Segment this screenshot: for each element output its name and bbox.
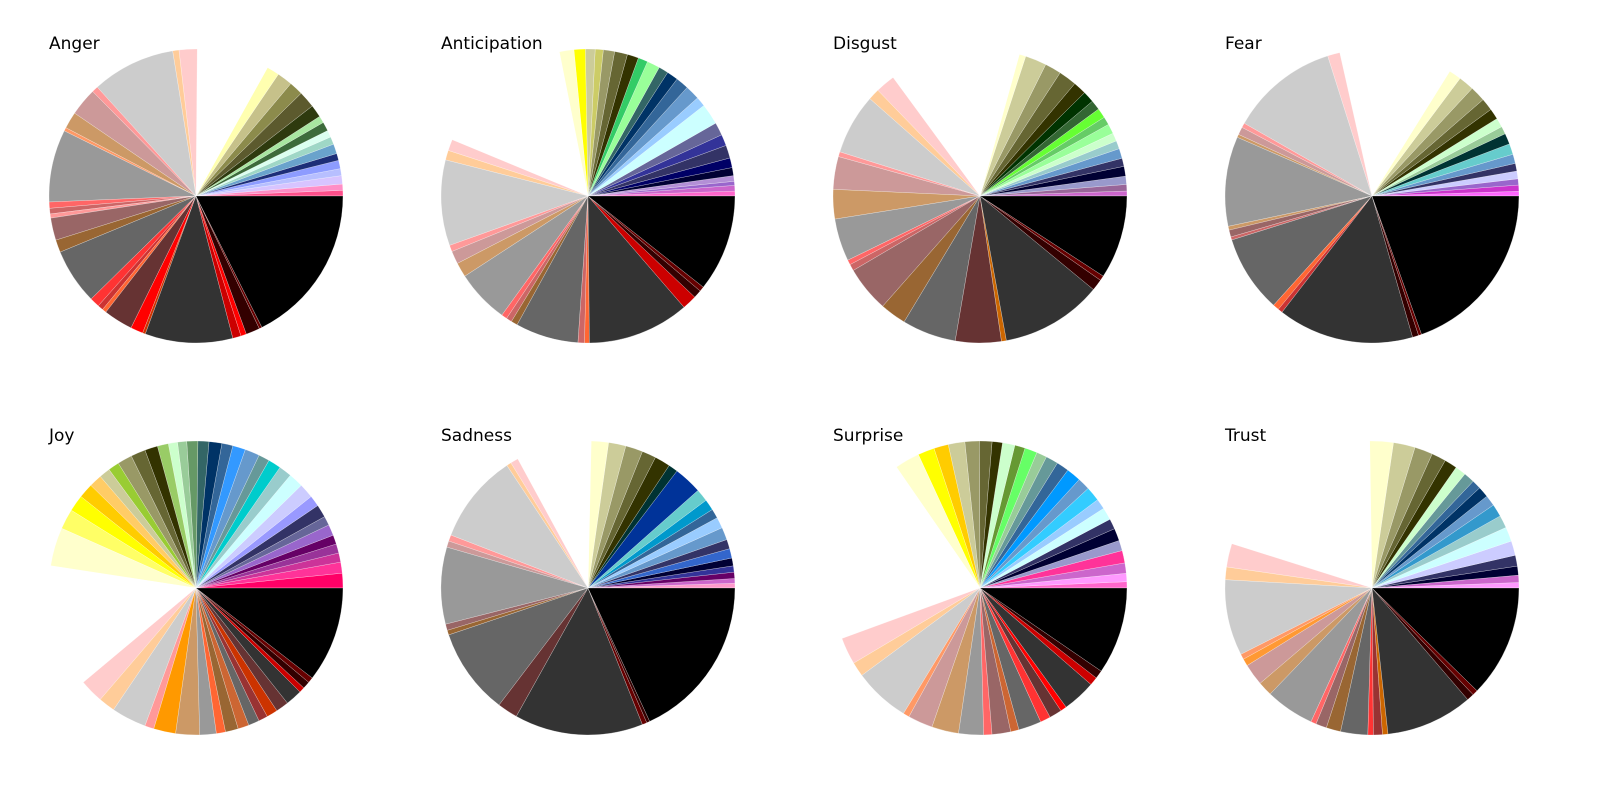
panel-title: Sadness xyxy=(441,426,512,446)
pie-slice xyxy=(587,195,685,344)
pie-slices xyxy=(440,48,736,344)
pie-slice xyxy=(450,465,589,589)
panel-title: Anger xyxy=(49,34,100,54)
pie-slice xyxy=(1371,587,1468,735)
pie-slice xyxy=(1281,195,1413,344)
pie-slice xyxy=(1224,137,1373,227)
pie-slice xyxy=(97,50,197,197)
panel-fear: Fear xyxy=(1224,34,1520,344)
pie-slice xyxy=(145,195,234,344)
pie-slice xyxy=(979,587,1128,672)
panel-sadness: Sadness xyxy=(440,426,736,736)
pie-slices xyxy=(48,48,344,344)
pie-slices xyxy=(440,440,736,736)
panel-title: Trust xyxy=(1224,426,1267,446)
panel-title: Joy xyxy=(48,426,74,446)
pie-slice xyxy=(1231,440,1373,589)
pie-slice xyxy=(1371,587,1520,691)
panel-disgust: Disgust xyxy=(832,34,1128,344)
panel-trust: Trust xyxy=(1224,426,1520,736)
panel-title: Fear xyxy=(1225,34,1262,54)
panel-title: Disgust xyxy=(833,34,897,54)
panel-surprise: Surprise xyxy=(832,426,1128,736)
pie-slices xyxy=(1224,440,1520,736)
pie-slice xyxy=(1339,48,1450,197)
pie-slice xyxy=(587,587,736,722)
pie-slice xyxy=(195,587,344,679)
pie-slice xyxy=(452,51,589,197)
pie-slices xyxy=(1224,48,1520,344)
pie-slice xyxy=(979,195,1094,341)
pie-slice xyxy=(832,466,981,639)
pie-slice xyxy=(892,48,1020,197)
panel-title: Surprise xyxy=(833,426,903,446)
pie-slice xyxy=(516,587,643,736)
pie-slices xyxy=(48,440,344,736)
panel-joy: Joy xyxy=(48,426,344,736)
pie-slice xyxy=(48,565,197,683)
pie-slices xyxy=(832,48,1128,344)
pie-slice xyxy=(440,159,589,246)
pie-slice xyxy=(1244,55,1373,197)
pie-slice xyxy=(979,195,1128,277)
panel-anticipation: Anticipation xyxy=(440,34,736,344)
pie-slice xyxy=(1371,195,1520,335)
pie-slice xyxy=(448,587,589,706)
pie-slice xyxy=(587,195,736,288)
pie-slices xyxy=(832,440,1128,736)
panel-title: Anticipation xyxy=(441,34,543,54)
panel-anger: Anger xyxy=(48,34,344,344)
pie-slice xyxy=(195,195,344,328)
